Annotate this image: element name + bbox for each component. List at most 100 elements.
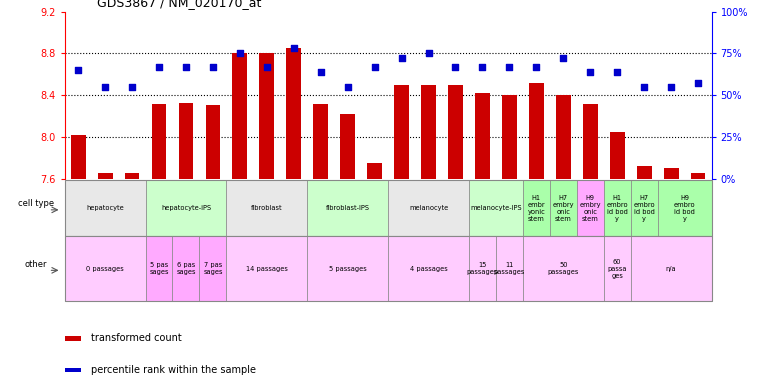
Text: 60
passa
ges: 60 passa ges [607,259,627,279]
Bar [340,114,355,179]
Point [368,64,380,70]
Bar [199,236,227,301]
Bar [65,236,145,301]
Bar [125,173,139,179]
Text: transformed count: transformed count [91,333,181,343]
Bar [421,84,436,179]
Text: 5 passages: 5 passages [329,266,367,272]
Point [476,64,489,70]
Text: melanocyte-IPS: melanocyte-IPS [470,205,522,211]
Bar [523,180,550,236]
Point [503,64,515,70]
Text: cell type: cell type [18,199,53,208]
Point [422,50,435,56]
Bar [394,84,409,179]
Text: H9
embro
id bod
y: H9 embro id bod y [673,195,696,222]
Bar [388,236,469,301]
Text: H7
embro
id bod
y: H7 embro id bod y [633,195,655,222]
Bar [232,53,247,179]
Text: percentile rank within the sample: percentile rank within the sample [91,365,256,375]
Bar [502,95,517,179]
Bar [173,236,199,301]
Bar [529,83,544,179]
Point [584,69,597,75]
Bar [65,180,145,236]
Bar [475,93,490,179]
Text: H1
embro
id bod
y: H1 embro id bod y [607,195,628,222]
Text: n/a: n/a [666,266,677,272]
Text: GDS3867 / NM_020170_at: GDS3867 / NM_020170_at [97,0,261,9]
Text: H9
embry
onic
stem: H9 embry onic stem [579,195,601,222]
Bar [368,163,382,179]
Text: 4 passages: 4 passages [409,266,447,272]
Point [692,80,704,86]
Text: 11
passages: 11 passages [494,262,525,275]
Point [153,64,165,70]
Point [611,69,623,75]
Bar [658,180,712,236]
Point [665,84,677,90]
Bar [603,180,631,236]
Text: 0 passages: 0 passages [86,266,124,272]
Bar [314,104,328,179]
Text: 7 pas
sages: 7 pas sages [203,262,223,275]
Text: H7
embry
onic
stem: H7 embry onic stem [552,195,574,222]
Bar [603,236,631,301]
Bar [469,180,523,236]
Bar [583,104,597,179]
Bar [556,95,571,179]
Text: 6 pas
sages: 6 pas sages [177,262,196,275]
Bar [631,180,658,236]
Bar [610,132,625,179]
Text: melanocyte: melanocyte [409,205,448,211]
Point [557,55,569,61]
Bar [227,180,307,236]
Point [180,64,192,70]
Text: fibroblast-IPS: fibroblast-IPS [326,205,370,211]
Point [396,55,408,61]
Bar [145,180,227,236]
Bar [145,236,173,301]
Text: 5 pas
sages: 5 pas sages [149,262,169,275]
Bar [691,173,705,179]
Text: other: other [24,260,47,269]
Bar [205,106,221,179]
Bar [260,53,274,179]
Point [530,64,543,70]
Bar [179,103,193,179]
Point [72,67,84,73]
Bar [65,368,81,372]
Bar [307,236,388,301]
Bar [577,180,603,236]
Bar [448,84,463,179]
Point [126,84,139,90]
Bar [97,173,113,179]
Bar [286,48,301,179]
Bar [496,236,523,301]
Point [261,64,273,70]
Bar [388,180,469,236]
Text: fibroblast: fibroblast [251,205,282,211]
Text: 50
passages: 50 passages [548,262,579,275]
Bar [71,135,85,179]
Bar [307,180,388,236]
Bar [469,236,496,301]
Point [342,84,354,90]
Text: 15
passages: 15 passages [466,262,498,275]
Text: 14 passages: 14 passages [246,266,288,272]
Bar [523,236,603,301]
Bar [664,168,679,179]
Point [288,45,300,51]
Bar [550,180,577,236]
Point [99,84,111,90]
Bar [631,236,712,301]
Point [207,64,219,70]
Bar [637,166,651,179]
Text: H1
embr
yonic
stem: H1 embr yonic stem [527,195,545,222]
Point [638,84,650,90]
Point [314,69,326,75]
Point [234,50,246,56]
Point [450,64,462,70]
Bar [227,236,307,301]
Bar [151,104,167,179]
